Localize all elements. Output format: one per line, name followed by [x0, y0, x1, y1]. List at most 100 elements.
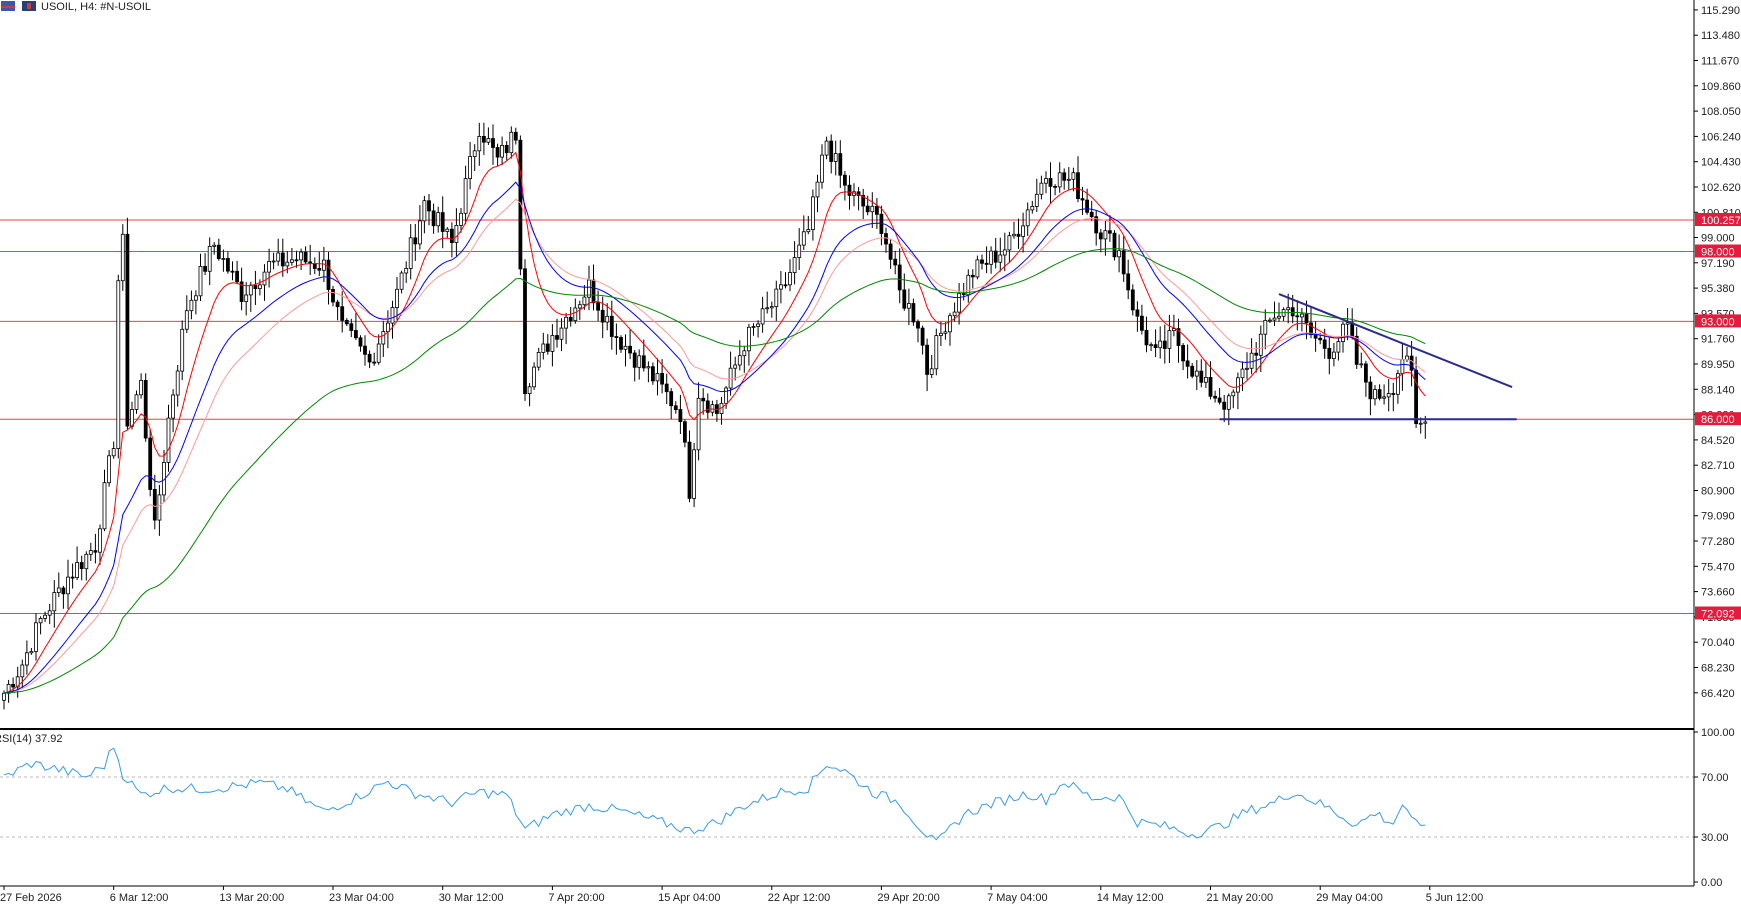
candle	[349, 318, 354, 338]
time-tick-label: 6 Mar 12:00	[110, 892, 169, 904]
candle	[75, 546, 79, 580]
candle	[193, 290, 198, 315]
candle	[820, 144, 824, 189]
candle	[555, 318, 559, 348]
rsi-tick-label: 30.00	[1701, 832, 1729, 844]
candle	[1089, 200, 1094, 221]
candle	[353, 313, 358, 341]
svg-text:98.000: 98.000	[1701, 247, 1735, 259]
candle	[299, 248, 304, 270]
candle	[184, 295, 189, 333]
candle	[472, 144, 477, 171]
candle	[701, 388, 706, 415]
candle	[838, 140, 843, 188]
candle	[911, 298, 916, 326]
candle	[692, 442, 696, 508]
candle	[651, 362, 655, 385]
candle	[102, 469, 107, 532]
candle	[614, 323, 619, 355]
candle	[257, 279, 262, 296]
rsi-line	[3, 747, 1426, 841]
candle	[56, 572, 61, 598]
candle	[413, 223, 418, 261]
price-tick-label: 115.290	[1701, 5, 1740, 17]
candle	[1012, 221, 1016, 239]
time-tick-label: 14 May 12:00	[1097, 892, 1164, 904]
candle	[344, 318, 349, 327]
candle	[788, 259, 792, 292]
price-tick-label: 109.860	[1701, 81, 1741, 93]
candle	[1345, 308, 1350, 341]
candle	[1332, 342, 1336, 367]
candle	[943, 322, 948, 340]
candle	[751, 323, 756, 336]
candle	[1076, 156, 1080, 203]
candle	[1204, 360, 1208, 388]
candle	[1167, 314, 1172, 363]
candle	[152, 474, 157, 530]
price-axis[interactable]: 115.290 113.480 111.670 109.860 108.050 106.2…	[1694, 5, 1741, 700]
candle	[331, 285, 335, 307]
candle	[171, 389, 176, 433]
candle	[1153, 329, 1158, 358]
candle	[678, 394, 683, 434]
ma-fast-line	[3, 151, 1426, 694]
candle	[710, 400, 715, 417]
candle	[998, 237, 1003, 272]
flag-us-icon-stripe	[1, 6, 15, 8]
candle	[1162, 324, 1167, 364]
candle	[737, 340, 742, 371]
candle	[1185, 344, 1190, 379]
candle	[518, 135, 523, 276]
resistance-trendline[interactable]	[1278, 293, 1513, 389]
candle	[664, 373, 669, 405]
price-tick-label: 73.660	[1701, 587, 1735, 599]
candle	[1053, 184, 1057, 196]
candle	[1336, 338, 1341, 361]
price-tick-label: 88.140	[1701, 384, 1735, 396]
candle	[376, 334, 381, 365]
candle	[907, 288, 911, 326]
candle	[523, 259, 527, 401]
drawn-trendlines[interactable]	[1219, 293, 1517, 421]
candle	[1249, 338, 1254, 375]
price-tick-label: 99.000	[1701, 233, 1735, 245]
candle	[289, 248, 294, 266]
time-axis[interactable]: 27 Feb 2026 6 Mar 12:00 13 Mar 20:00 23 Mar…	[0, 886, 1483, 904]
candle	[491, 124, 495, 165]
price-tick-label: 106.240	[1701, 131, 1741, 143]
rsi-level-lines	[0, 776, 1694, 838]
rsi-label: RSI(14) 37.92	[0, 733, 62, 745]
candle	[139, 373, 144, 399]
price-tick-label: 70.040	[1701, 637, 1735, 649]
candle	[280, 238, 285, 277]
candle	[929, 355, 934, 378]
candle	[1263, 309, 1268, 350]
candle	[628, 329, 632, 360]
candle	[477, 122, 482, 166]
rsi-panel[interactable]: RSI(14) 37.92	[0, 733, 1694, 841]
candle	[619, 335, 623, 353]
candle	[431, 203, 436, 234]
candle	[760, 296, 765, 333]
candle	[61, 585, 66, 609]
candle	[1222, 394, 1227, 423]
candle	[1140, 304, 1144, 335]
candle	[253, 270, 258, 305]
candle	[875, 198, 879, 229]
candle	[427, 194, 431, 226]
candle	[970, 269, 975, 289]
candle	[303, 246, 308, 265]
price-panel[interactable]	[0, 0, 1694, 728]
candle	[779, 271, 783, 304]
price-tick-label: 68.230	[1701, 663, 1735, 675]
candle	[157, 484, 162, 536]
candle	[1098, 229, 1103, 253]
candle	[180, 320, 185, 381]
candle	[38, 616, 43, 635]
price-tick-label: 80.900	[1701, 486, 1735, 498]
candle	[166, 404, 171, 472]
candle	[824, 136, 829, 160]
candle	[29, 648, 34, 655]
